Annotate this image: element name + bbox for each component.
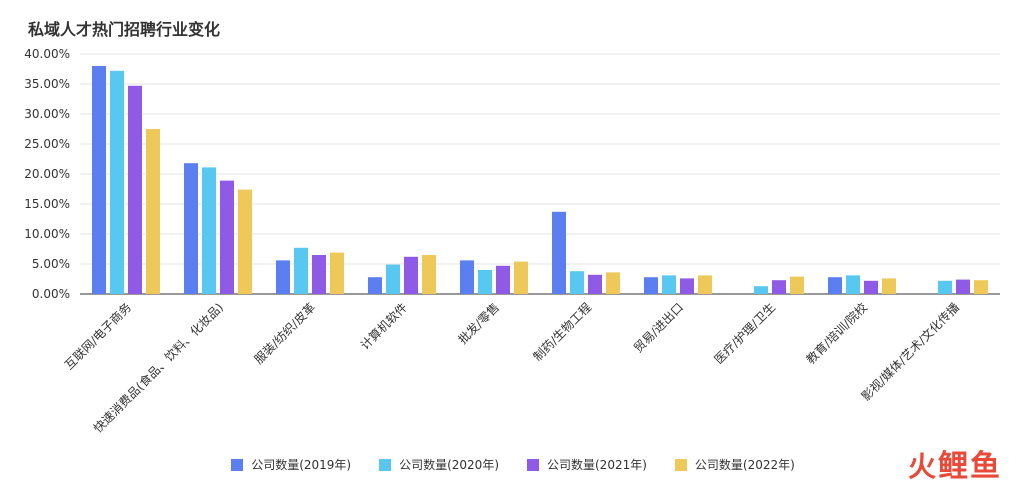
bar — [662, 275, 676, 294]
legend-label: 公司数量(2021年) — [547, 458, 647, 472]
legend-item[interactable]: 公司数量(2022年) — [674, 456, 795, 473]
x-tick-label: 教育/培训/院校 — [803, 300, 870, 367]
bar — [184, 163, 198, 294]
bar — [294, 247, 308, 294]
bar — [882, 278, 896, 294]
legend-label: 公司数量(2020年) — [399, 458, 499, 472]
bar — [368, 277, 382, 294]
bar — [110, 70, 124, 294]
bar — [846, 275, 860, 294]
bar — [128, 85, 142, 294]
bar — [588, 274, 602, 294]
bar — [828, 277, 842, 294]
y-tick-label: 25.00% — [24, 137, 70, 151]
y-tick-label: 0.00% — [32, 287, 70, 301]
bar — [570, 271, 584, 294]
bar — [202, 167, 216, 294]
x-tick-label: 贸易/进出口 — [631, 300, 686, 355]
y-tick-label: 5.00% — [32, 257, 70, 271]
y-tick-label: 30.00% — [24, 107, 70, 121]
bars-layer — [92, 66, 988, 294]
bar — [974, 280, 988, 294]
legend-swatch — [379, 458, 392, 471]
chart-title: 私域人才热门招聘行业变化 — [28, 20, 221, 39]
bar — [754, 286, 768, 294]
bar — [790, 276, 804, 294]
x-tick-label: 制药/生物工程 — [530, 300, 594, 364]
y-tick-label: 40.00% — [24, 47, 70, 61]
y-tick-label: 15.00% — [24, 197, 70, 211]
fire-icon: 火 — [907, 450, 936, 483]
bar — [644, 277, 658, 294]
bar — [386, 264, 400, 294]
bar — [772, 280, 786, 294]
watermark-logo: 火 鲤鱼 — [908, 452, 1002, 482]
legend-swatch — [231, 458, 244, 471]
legend-swatch — [527, 458, 539, 471]
legend-item[interactable]: 公司数量(2019年) — [231, 456, 351, 473]
bar — [606, 272, 620, 294]
bar — [698, 275, 712, 294]
watermark-brand: 鲤鱼 — [938, 449, 1002, 484]
x-tick-label: 计算机软件 — [357, 300, 410, 353]
bar — [330, 252, 344, 294]
bar — [312, 255, 326, 294]
bar — [496, 265, 510, 294]
grid-layer — [80, 53, 1000, 295]
x-tick-label: 服装/纺织/皮革 — [252, 300, 319, 367]
y-tick-label: 35.00% — [24, 77, 70, 91]
legend-swatch — [674, 458, 687, 471]
bar — [514, 261, 528, 294]
x-tick-label: 批发/零售 — [455, 300, 502, 347]
bar — [956, 279, 970, 294]
x-tick-label: 互联网/电子商务 — [61, 300, 134, 373]
bar — [460, 260, 474, 294]
x-tick-label: 医疗/护理/卫生 — [712, 300, 779, 367]
bar — [478, 270, 492, 294]
bar — [404, 256, 418, 294]
bar — [92, 66, 106, 294]
legend-item[interactable]: 公司数量(2021年) — [527, 456, 647, 473]
y-tick-label: 20.00% — [24, 167, 70, 181]
bar — [422, 255, 436, 294]
legend-label: 公司数量(2019年) — [251, 458, 352, 472]
bar — [680, 278, 694, 294]
bar — [146, 129, 160, 294]
bar — [276, 260, 290, 294]
bar — [864, 280, 878, 294]
axis-layer: 0.00% 5.00% 10.00% 15.00% 20.00% 25.00% 30.00%… — [24, 47, 962, 436]
legend: 公司数量(2019年) 公司数量(2020年) 公司数量(2021年) 公司数量(20… — [0, 456, 1026, 473]
bar — [552, 211, 566, 294]
bar — [938, 280, 952, 294]
x-tick-label: 影视/媒体/艺术/文化传播 — [858, 300, 962, 404]
bar — [238, 189, 252, 294]
bar-chart: 0.00% 5.00% 10.00% 15.00% 20.00% 25.00% 30.00%… — [24, 47, 1000, 436]
y-tick-label: 10.00% — [24, 227, 70, 241]
legend-label: 公司数量(2022年) — [694, 458, 795, 472]
legend-item[interactable]: 公司数量(2020年) — [379, 456, 499, 473]
bar — [220, 180, 234, 294]
